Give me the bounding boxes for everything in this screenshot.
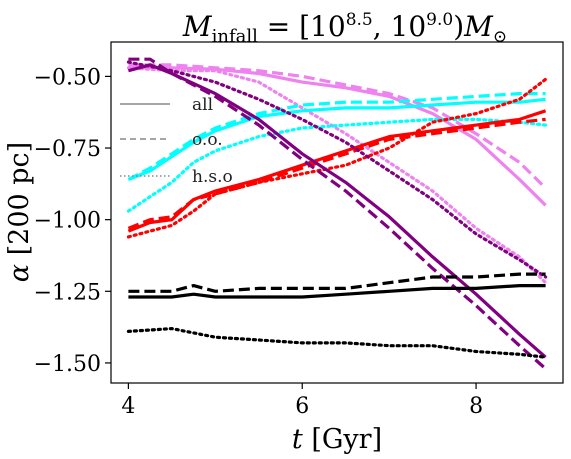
series-line-12 xyxy=(128,284,546,299)
legend-label-all: all xyxy=(192,95,213,115)
plot-frame xyxy=(110,41,564,384)
legend-label-hso: h.s.o xyxy=(192,167,233,187)
x-tick-label: 4 xyxy=(121,394,135,419)
series-line-13 xyxy=(128,272,546,293)
x-axis-ticks: 4 6 8 xyxy=(121,383,483,419)
legend-label-oo: o.o. xyxy=(192,130,223,150)
y-tick-label: −0.50 xyxy=(34,65,101,90)
series-line-5 xyxy=(126,117,548,213)
legend: all o.o. h.s.o xyxy=(120,95,233,187)
series-line-6 xyxy=(127,109,547,233)
x-tick-label: 6 xyxy=(295,394,309,419)
series-line-11 xyxy=(126,60,548,279)
series-line-14 xyxy=(126,327,548,359)
series-line-4 xyxy=(127,91,546,181)
x-tick-label: 8 xyxy=(469,394,483,419)
series-line-8 xyxy=(126,77,548,239)
series-line-0 xyxy=(128,66,547,207)
series-line-7 xyxy=(127,117,546,230)
series-line-2 xyxy=(126,66,548,285)
y-axis-ticks: −0.50 −0.75 −1.00 −1.25 −1.50 xyxy=(34,65,111,377)
series-layer xyxy=(126,57,548,370)
series-line-10 xyxy=(128,57,547,370)
y-tick-label: −1.25 xyxy=(34,280,101,305)
y-axis-label: α [200 pc] xyxy=(4,142,35,282)
series-line-9 xyxy=(127,63,547,359)
y-tick-label: −0.75 xyxy=(34,137,101,162)
series-line-1 xyxy=(128,63,547,190)
series-line-3 xyxy=(127,97,546,181)
y-tick-label: −1.00 xyxy=(34,209,101,234)
y-tick-label: −1.50 xyxy=(34,352,101,377)
x-axis-label: t [Gyr] xyxy=(292,424,382,455)
